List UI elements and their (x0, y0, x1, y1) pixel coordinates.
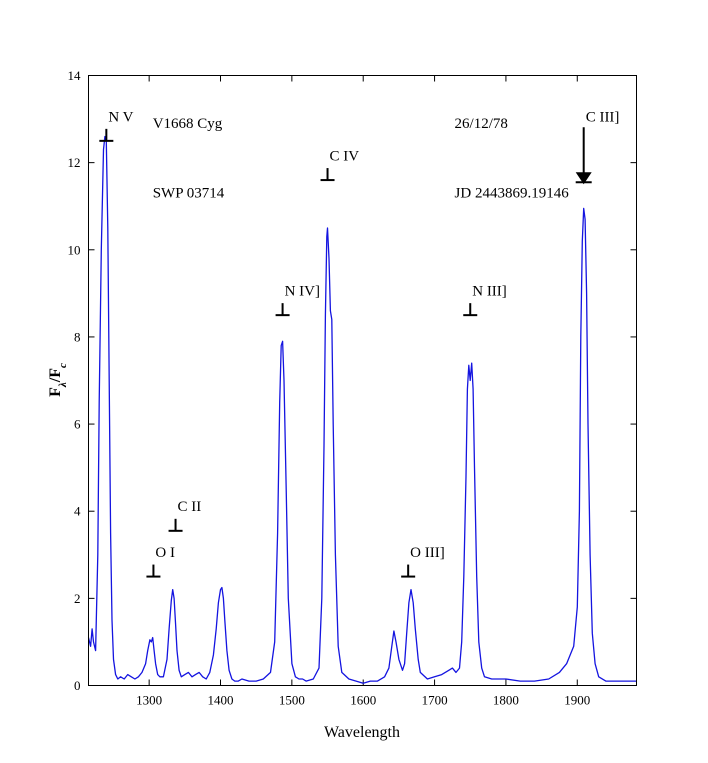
info-text: SWP 03714 (153, 186, 225, 202)
line-id-label: C IV (330, 148, 360, 164)
line-id-label: N IV] (285, 284, 320, 300)
x-tick-label: 1300 (136, 693, 162, 708)
y-axis-label: Fλ/Fc (47, 363, 69, 397)
info-text: 26/12/78 (455, 116, 508, 132)
y-tick-label: 8 (74, 329, 81, 344)
y-axis-label-slash: /F (47, 368, 64, 383)
plot-frame (88, 75, 637, 686)
y-tick-label: 0 (74, 678, 81, 693)
y-tick-label: 14 (68, 68, 82, 83)
y-axis-label-lambda: λ (57, 382, 69, 388)
x-tick-label: 1400 (208, 693, 234, 708)
line-id-label: O III] (410, 545, 445, 561)
axis-ticks: 1300 1400 1500 1600 1700 1800 1900 0 2 4 6 8 10 12 14 (68, 68, 637, 708)
info-text: V1668 Cyg (153, 116, 223, 132)
y-axis-label-c: c (57, 363, 69, 368)
x-tick-label: 1800 (493, 693, 519, 708)
x-tick-label: 1500 (279, 693, 305, 708)
y-tick-label: 2 (74, 591, 81, 606)
y-axis-label-F: F (47, 387, 64, 397)
y-tick-label: 12 (68, 155, 81, 170)
line-id-label: C II (178, 499, 202, 515)
annotations: V1668 Cyg SWP 03714 26/12/78 JD 2443869.191… (99, 109, 620, 578)
series-layer (87, 135, 637, 684)
line-id-label: N III] (472, 284, 507, 300)
line-id-label: O I (155, 545, 175, 561)
spectrum-line (87, 135, 637, 684)
x-tick-label: 1600 (350, 693, 376, 708)
y-axis-label-group: Fλ/Fc (47, 363, 69, 397)
line-id-arrow-head (575, 172, 592, 185)
x-axis-label: Wavelength (324, 724, 400, 741)
line-id-label: N V (108, 109, 133, 125)
x-tick-label: 1700 (422, 693, 448, 708)
y-tick-label: 4 (74, 504, 81, 519)
y-tick-label: 10 (68, 242, 81, 257)
info-text: JD 2443869.19146 (455, 186, 570, 202)
y-tick-label: 6 (74, 417, 81, 432)
line-id-label: C III] (586, 109, 620, 125)
x-tick-label: 1900 (564, 693, 590, 708)
